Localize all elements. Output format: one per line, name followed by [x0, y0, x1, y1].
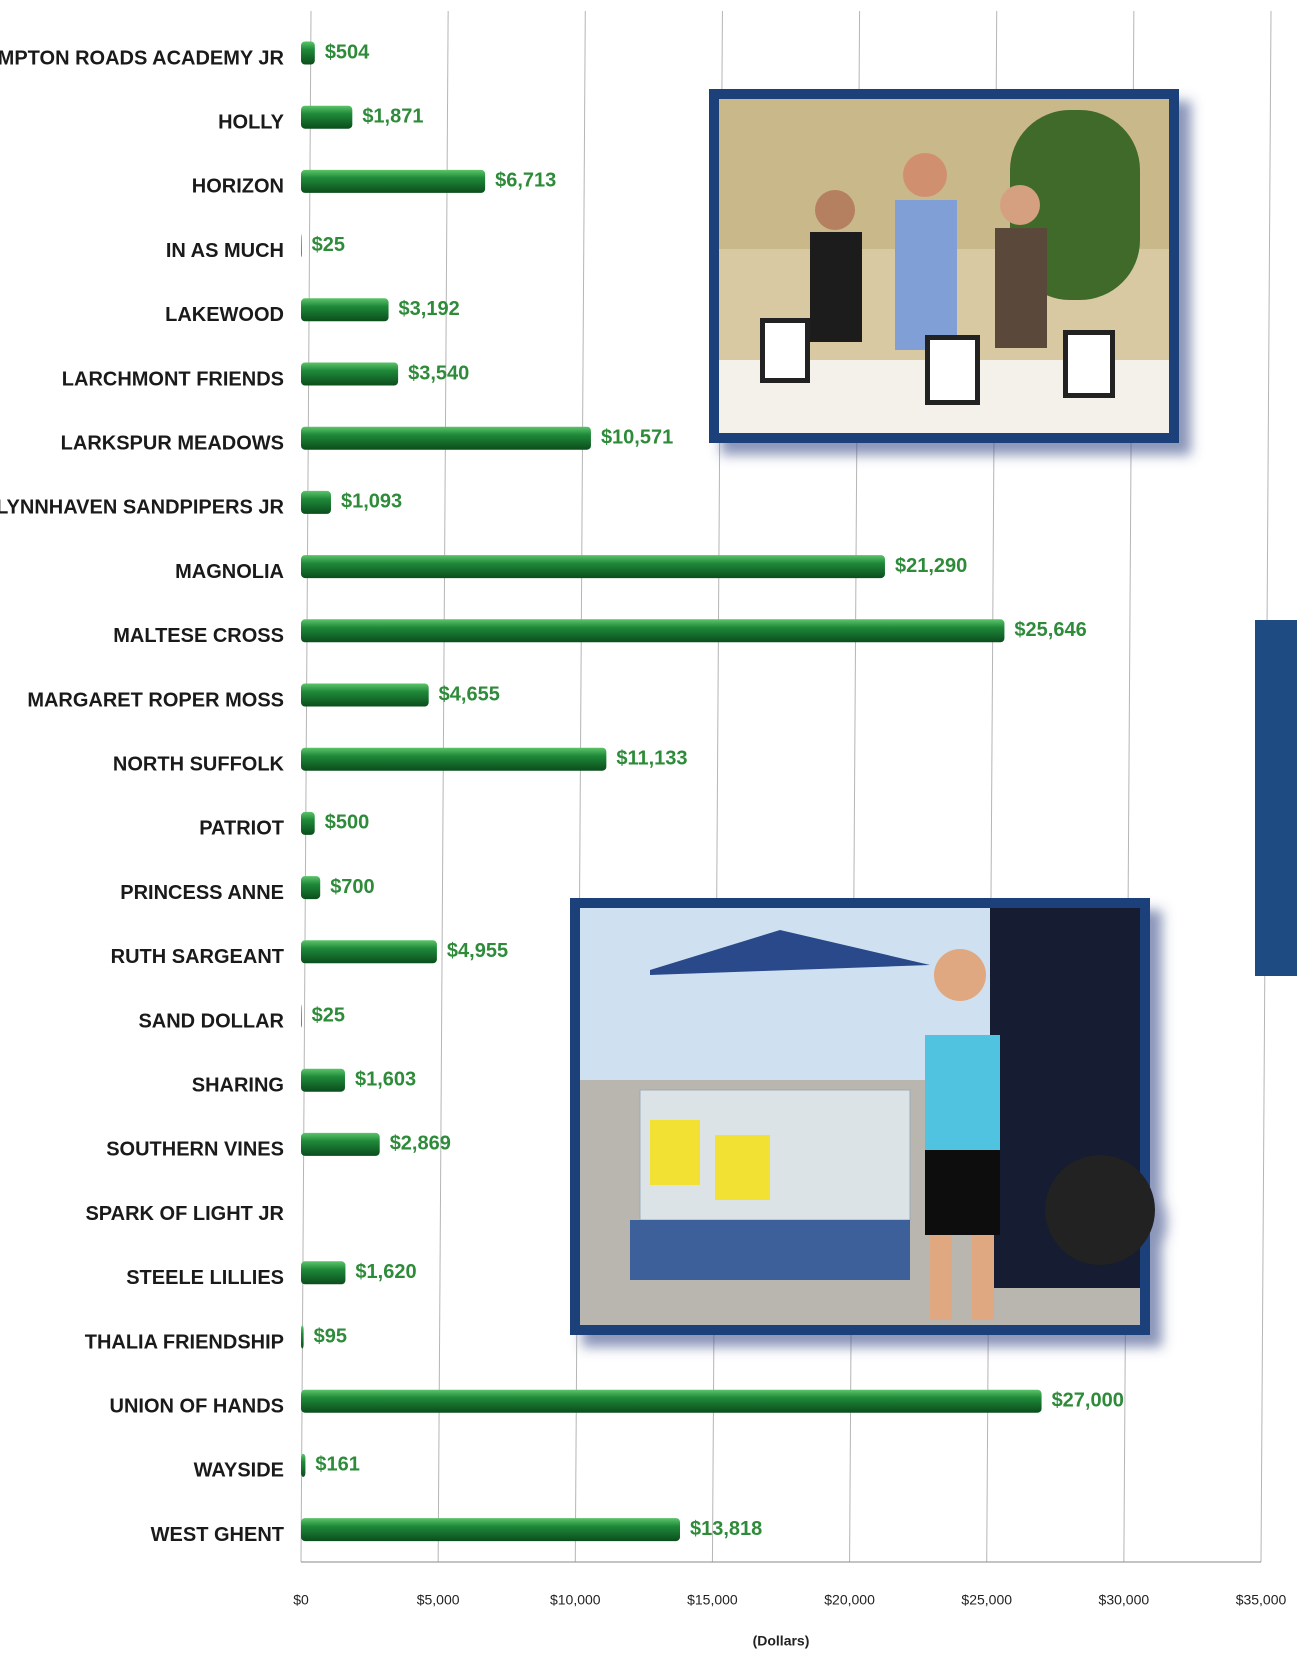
category-label: PRINCESS ANNE [120, 882, 284, 904]
value-label: $1,871 [362, 105, 423, 127]
bar [301, 362, 399, 386]
value-label: $25 [312, 234, 345, 256]
value-label: $95 [314, 1325, 347, 1347]
category-label: LYNNHAVEN SANDPIPERS JR [0, 497, 285, 519]
category-label: MARGARET ROPER MOSS [27, 689, 284, 711]
category-label: LARKSPUR MEADOWS [61, 432, 284, 454]
category-label: MAGNOLIA [175, 561, 284, 583]
side-tab [1255, 620, 1297, 976]
bar [301, 41, 315, 65]
bar [301, 811, 315, 835]
value-label: $3,540 [408, 362, 469, 384]
bar [301, 1132, 380, 1156]
value-label: $500 [325, 812, 370, 834]
category-label: LAKEWOOD [165, 304, 284, 326]
bar [301, 876, 321, 900]
category-label: RUTH SARGEANT [111, 946, 284, 968]
x-tick-label: $20,000 [824, 1592, 875, 1608]
bar [301, 1325, 304, 1349]
category-label: THALIA FRIENDSHIP [85, 1331, 284, 1353]
bar [301, 298, 389, 322]
category-label: HOLLY [218, 111, 285, 133]
x-tick-label: $25,000 [961, 1592, 1012, 1608]
category-label: HORIZON [192, 176, 284, 198]
bar [301, 683, 429, 707]
x-tick-label: $35,000 [1236, 1592, 1287, 1608]
bar [301, 940, 437, 964]
value-label: $3,192 [399, 298, 460, 320]
bar [301, 169, 486, 193]
bar [301, 1518, 681, 1542]
value-label: $11,133 [616, 747, 687, 769]
bar [301, 747, 607, 771]
value-label: $2,869 [390, 1133, 451, 1155]
category-label: IN AS MUCH [166, 240, 284, 262]
grid-line [300, 10, 312, 1563]
category-label: PATRIOT [199, 818, 284, 840]
category-label: SHARING [192, 1074, 284, 1096]
bar [301, 1004, 302, 1028]
x-tick-label: $15,000 [687, 1592, 738, 1608]
value-label: $25,646 [1014, 619, 1086, 641]
photo-incubator [570, 898, 1155, 1335]
photo-check-in [709, 89, 1179, 443]
category-label: SPARK OF LIGHT JR [85, 1203, 284, 1225]
value-label: $25 [312, 1004, 345, 1026]
bar [301, 1068, 345, 1092]
value-label: $27,000 [1052, 1389, 1124, 1411]
value-label: $13,818 [690, 1518, 762, 1540]
value-label: $4,955 [447, 940, 508, 962]
value-label: $4,655 [439, 683, 500, 705]
category-label: NORTH SUFFOLK [113, 753, 285, 775]
value-label: $6,713 [495, 170, 556, 192]
category-label: MALTESE CROSS [113, 625, 284, 647]
value-label: $161 [315, 1454, 360, 1476]
value-label: $21,290 [895, 555, 967, 577]
value-label: $700 [330, 876, 375, 898]
grid-line [437, 10, 449, 1563]
category-label: WEST GHENT [151, 1524, 284, 1546]
x-axis-label: (Dollars) [753, 1633, 810, 1649]
bar [301, 1453, 306, 1477]
x-tick-label: $30,000 [1099, 1592, 1150, 1608]
bar [301, 105, 353, 129]
value-label: $504 [325, 41, 370, 63]
value-label: $1,093 [341, 491, 402, 513]
value-label: $1,620 [355, 1261, 416, 1283]
x-tick-label: $5,000 [417, 1592, 460, 1608]
bar [301, 490, 331, 514]
x-tick-label: $10,000 [550, 1592, 601, 1608]
bar [301, 1261, 346, 1285]
category-label: HAMPTON ROADS ACADEMY JR [0, 47, 285, 69]
bar [301, 1389, 1042, 1413]
category-label: SAND DOLLAR [138, 1010, 284, 1032]
value-label: $10,571 [601, 426, 673, 448]
category-label: SOUTHERN VINES [106, 1139, 284, 1161]
bar [301, 555, 885, 579]
bar [301, 234, 302, 258]
x-tick-label: $0 [293, 1592, 309, 1608]
category-label: STEELE LILLIES [126, 1267, 284, 1289]
bar [301, 619, 1005, 643]
value-label: $1,603 [355, 1068, 416, 1090]
category-label: WAYSIDE [194, 1460, 284, 1482]
bars: HAMPTON ROADS ACADEMY JR $504 HOLLY $1,871 H… [0, 41, 1124, 1546]
bar [301, 426, 591, 450]
category-label: UNION OF HANDS [110, 1395, 284, 1417]
category-label: LARCHMONT FRIENDS [62, 368, 284, 390]
